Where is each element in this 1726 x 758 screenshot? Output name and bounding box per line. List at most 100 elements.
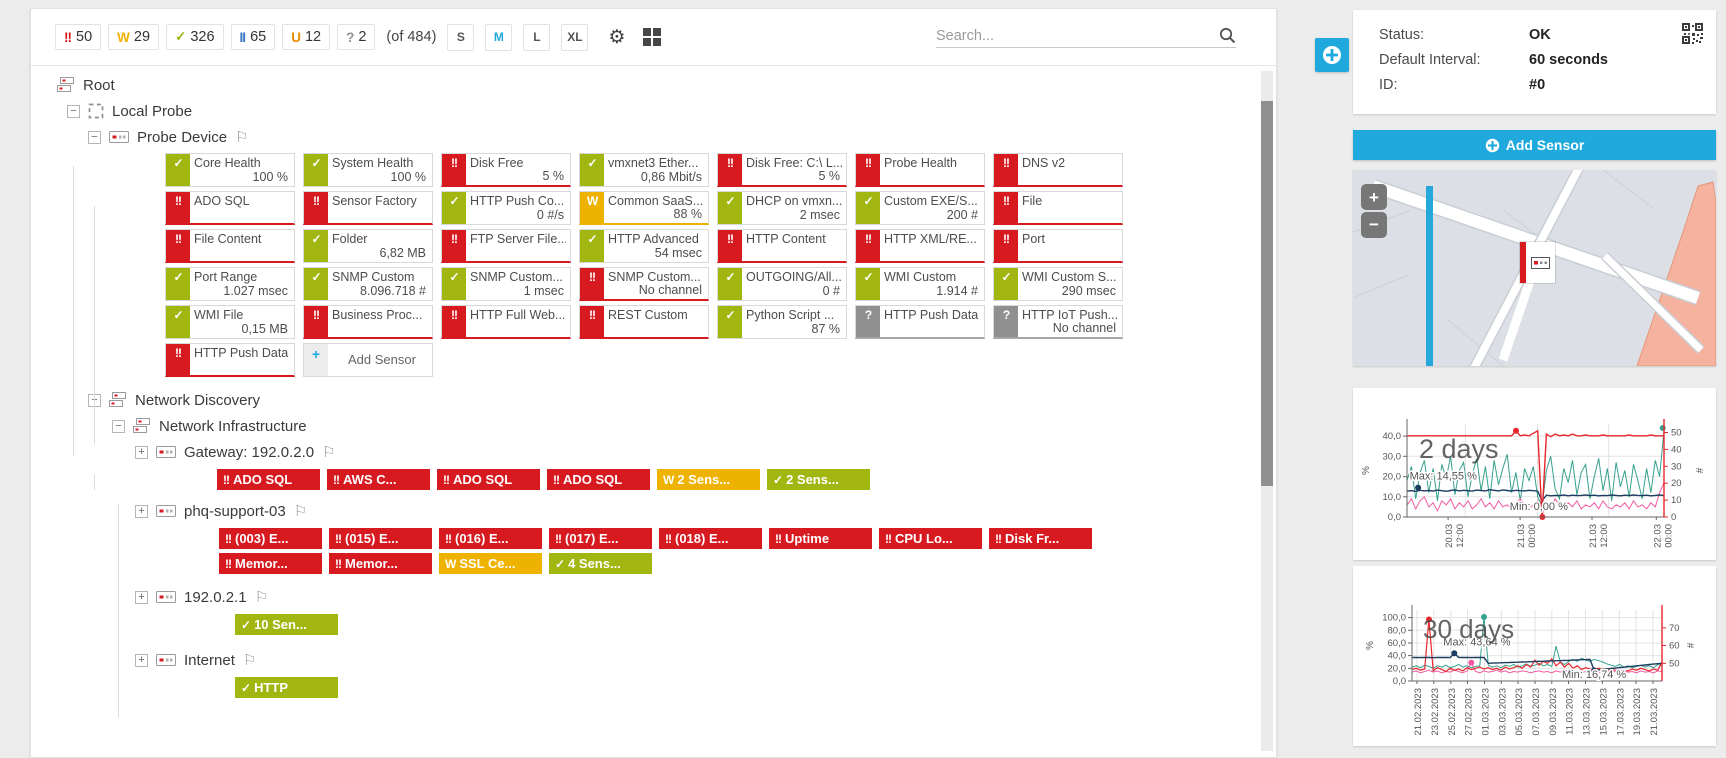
sensor-tile[interactable]: !! REST Custom (579, 305, 709, 339)
sensor-tile[interactable]: !! Disk Free: C:\ L... 5 % (717, 153, 847, 187)
sensor-tile[interactable]: ✓ Core Health 100 % (165, 153, 295, 187)
qr-code-icon[interactable] (1682, 23, 1703, 44)
sensor-tile[interactable]: ✓ HTTP Push Co... 0 #/s (441, 191, 571, 225)
sensor-chip[interactable]: ✓ HTTP (235, 677, 338, 698)
sensor-chip[interactable]: !! CPU Lo... (879, 528, 982, 549)
sensor-tile[interactable]: ✓ Port Range 1.027 msec (165, 267, 295, 301)
settings-gear-icon[interactable]: ⚙ (608, 26, 626, 48)
search-input[interactable] (936, 27, 1211, 44)
sensor-tile[interactable]: !! FTP Server File... (441, 229, 571, 263)
sensor-chip[interactable]: !! AWS C... (327, 469, 430, 490)
tree-item-label[interactable]: Network Discovery (135, 391, 261, 409)
sensor-tile[interactable]: ✓ vmxnet3 Ether... 0,86 Mbit/s (579, 153, 709, 187)
sensor-tile[interactable]: !! HTTP XML/RE... (855, 229, 985, 263)
sensor-tile[interactable]: ✓ DHCP on vmxn... 2 msec (717, 191, 847, 225)
sensor-tile[interactable]: ✓ WMI Custom 1.914 # (855, 267, 985, 301)
sensor-chip[interactable]: !! Memor... (219, 553, 322, 574)
size-button-s[interactable]: S (447, 23, 475, 51)
size-button-l[interactable]: L (523, 23, 551, 51)
tree-item-label[interactable]: Gateway: 192.0.2.0 (184, 443, 315, 461)
tree-item-label[interactable]: phq-support-03 (184, 502, 286, 520)
sensor-tile[interactable]: ✓ SNMP Custom... 1 msec (441, 267, 571, 301)
status-counter-unusual[interactable]: U 12 (282, 24, 331, 50)
status-counter-down[interactable]: !! 50 (55, 24, 102, 50)
sensor-chip[interactable]: !! Disk Fr... (989, 528, 1092, 549)
tree-item-label[interactable]: Internet (184, 651, 235, 669)
sensor-tile[interactable]: ✓ WMI Custom S... 290 msec (993, 267, 1123, 301)
expand-toggle[interactable]: + (135, 504, 148, 518)
sensor-chip[interactable]: ✓ 10 Sen... (235, 614, 338, 635)
sensor-tile[interactable]: ? HTTP Push Data (855, 305, 985, 339)
tree-item-label[interactable]: Local Probe (112, 102, 193, 120)
sensor-chip[interactable]: !! ADO SQL (547, 469, 650, 490)
sensor-tile[interactable]: !! HTTP Content (717, 229, 847, 263)
expand-toggle[interactable]: + (135, 590, 148, 604)
sensor-chip[interactable]: !! Memor... (329, 553, 432, 574)
sensor-chip[interactable]: !! (015) E... (329, 528, 432, 549)
status-counter-unknown[interactable]: ? 2 (337, 24, 376, 50)
search-icon[interactable] (1219, 27, 1236, 44)
sensor-chip[interactable]: !! (018) E... (659, 528, 762, 549)
sensor-tile[interactable]: !! File Content (165, 229, 295, 263)
map-zoom-in-button[interactable] (1361, 184, 1387, 210)
sensor-tile[interactable]: !! File (993, 191, 1123, 225)
sensor-chip[interactable]: !! (016) E... (439, 528, 542, 549)
geo-map[interactable]: + − (1353, 170, 1716, 366)
sensor-chip[interactable]: !! ADO SQL (217, 469, 320, 490)
sensor-tile[interactable]: ✓ OUTGOING/All... 0 # (717, 267, 847, 301)
sensor-tile[interactable]: !! ADO SQL (165, 191, 295, 225)
sensor-tile[interactable]: ✓ Python Script ... 87 % (717, 305, 847, 339)
scrollbar-track[interactable] (1261, 71, 1273, 751)
sensor-tile[interactable]: !! Sensor Factory (303, 191, 433, 225)
map-device-marker[interactable] (1519, 241, 1556, 284)
status-counter-warning[interactable]: W 29 (108, 24, 160, 50)
sensor-tile[interactable]: ✓ Folder 6,82 MB (303, 229, 433, 263)
tree-item-label[interactable]: Network Infrastructure (159, 417, 307, 435)
view-grid-icon[interactable] (643, 28, 662, 46)
sensor-chip[interactable]: ✓ 4 Sens... (549, 553, 652, 574)
status-counter-up[interactable]: ✓ 326 (166, 24, 224, 50)
size-button-xl[interactable]: XL (561, 23, 589, 51)
sensor-tile[interactable]: !! Port (993, 229, 1123, 263)
add-object-fab[interactable] (1315, 38, 1349, 72)
sensor-chip[interactable]: W SSL Ce... (439, 553, 542, 574)
map-zoom-out-button[interactable] (1361, 212, 1387, 238)
add-sensor-button[interactable]: Add Sensor (1353, 130, 1716, 160)
sensor-tile[interactable]: ✓ Custom EXE/S... 200 # (855, 191, 985, 225)
sensor-chip[interactable]: ✓ 2 Sens... (767, 469, 870, 490)
sensor-tile[interactable]: !! HTTP Push Data (165, 343, 295, 377)
size-button-m[interactable]: M (485, 23, 513, 51)
graph-30-days[interactable]: 100,0 80,0 60,0 40,0 20,0 0,0 70 60 50 21.02.2023… (1353, 566, 1716, 746)
graph-2-days[interactable]: 40,0 30,0 20,0 10,0 0,0 50 40 30 20 10 0 20.03 12:00… (1353, 388, 1716, 560)
tree-item-label[interactable]: Root (83, 76, 115, 94)
sensor-chip[interactable]: !! (003) E... (219, 528, 322, 549)
sensor-tile[interactable]: ✓ WMI File 0,15 MB (165, 305, 295, 339)
collapse-toggle[interactable]: − (88, 130, 101, 144)
sensor-tile[interactable]: ? HTTP IoT Push... No channel (993, 305, 1123, 339)
scrollbar-thumb[interactable] (1261, 101, 1273, 486)
expand-toggle[interactable]: + (135, 445, 148, 459)
expand-toggle[interactable]: + (135, 653, 148, 667)
sensor-tile[interactable]: ✓ SNMP Custom 8.096.718 # (303, 267, 433, 301)
collapse-toggle[interactable]: − (112, 419, 125, 433)
tree-item-label[interactable]: 192.0.2.1 (184, 588, 247, 606)
sensor-tile[interactable]: !! Probe Health (855, 153, 985, 187)
sensor-tile[interactable]: ✓ HTTP Advanced 54 msec (579, 229, 709, 263)
add-sensor-tile[interactable]: + Add Sensor (303, 343, 433, 377)
sensor-tile[interactable]: !! Business Proc... (303, 305, 433, 339)
sensor-tile[interactable]: !! DNS v2 (993, 153, 1123, 187)
sensor-chip[interactable]: !! Uptime (769, 528, 872, 549)
geo-map-card[interactable]: + − (1353, 170, 1716, 366)
sensor-chip[interactable]: !! (017) E... (549, 528, 652, 549)
tree-item-label[interactable]: Probe Device (137, 128, 228, 146)
sensor-tile[interactable]: ✓ System Health 100 % (303, 153, 433, 187)
sensor-chip[interactable]: !! ADO SQL (437, 469, 540, 490)
sensor-tile[interactable]: W Common SaaS... 88 % (579, 191, 709, 225)
sensor-tile[interactable]: !! HTTP Full Web... (441, 305, 571, 339)
tree-connector (73, 166, 74, 456)
sensor-tile[interactable]: !! Disk Free 5 % (441, 153, 571, 187)
sensor-tile[interactable]: !! SNMP Custom... No channel (579, 267, 709, 301)
collapse-toggle[interactable]: − (67, 104, 80, 118)
status-counter-paused[interactable]: II 65 (230, 24, 276, 50)
